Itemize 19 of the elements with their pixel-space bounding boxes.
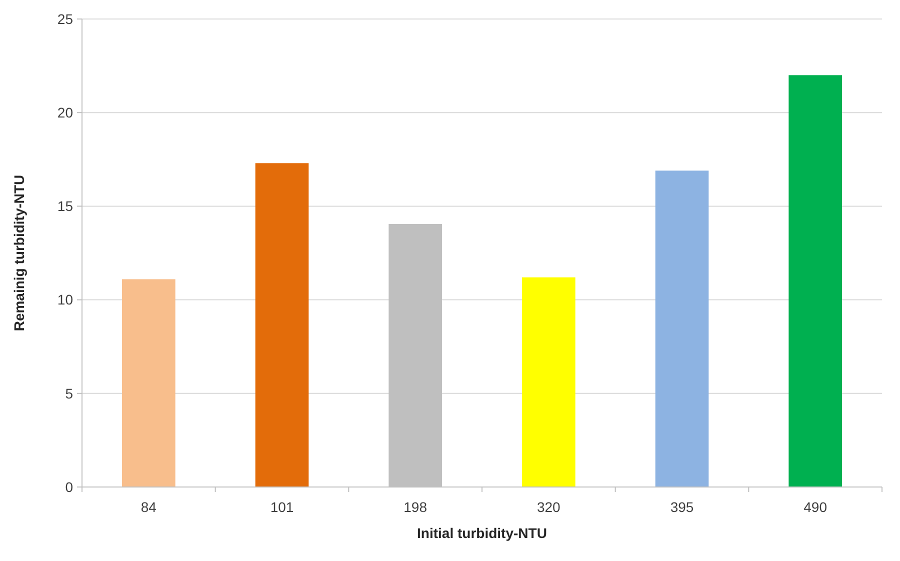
y-tick-label: 0 [65,478,74,495]
bar [122,279,176,487]
x-tick-label: 101 [270,499,294,515]
x-tick-label: 395 [670,499,694,515]
y-tick-label: 10 [57,292,74,308]
y-tick-label: 25 [57,10,74,27]
x-tick-label: 198 [404,499,428,515]
y-tick-label: 5 [65,385,74,402]
bar [788,75,842,487]
x-tick-label: 490 [804,499,828,515]
x-axis-title: Initial turbidity-NTU [417,525,547,541]
x-tick-label: 84 [140,499,157,515]
bar [522,277,576,487]
bar [655,170,709,487]
x-tick-label: 320 [536,499,561,515]
y-axis-title: Remainig turbidity-NTU [11,174,27,332]
y-tick-label: 15 [57,198,74,214]
y-tick-label: 20 [57,104,74,120]
bar [255,163,309,487]
